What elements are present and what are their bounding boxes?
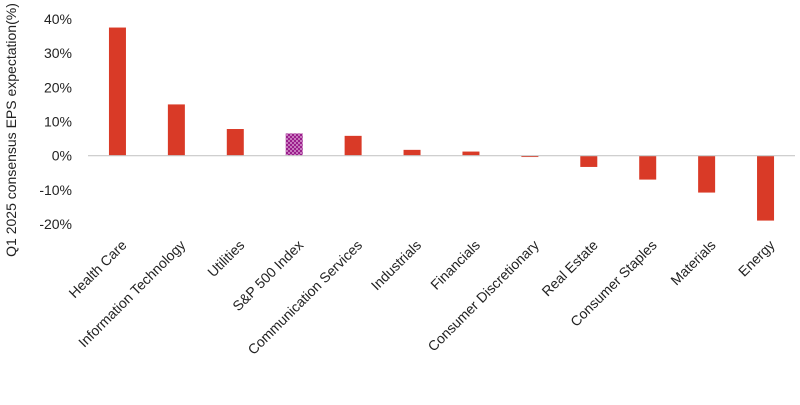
bar-industrials xyxy=(403,149,421,156)
x-category-label: Energy xyxy=(735,237,778,280)
x-category-label: Communication Services xyxy=(244,237,365,358)
y-tick-label: 20% xyxy=(44,79,72,95)
x-category-label: Utilities xyxy=(204,237,247,280)
bar-consumer-discretionary xyxy=(521,155,539,158)
bar-communication-services xyxy=(344,135,362,156)
bar-materials xyxy=(698,155,716,193)
x-category-label: Information Technology xyxy=(75,237,188,350)
x-category-label: Health Care xyxy=(65,237,129,301)
bar-utilities xyxy=(226,129,244,156)
x-category-label: Industrials xyxy=(368,237,424,293)
bar-energy xyxy=(757,155,775,221)
bar-financials xyxy=(462,151,480,156)
y-tick-label: 30% xyxy=(44,45,72,61)
y-tick-label: 0% xyxy=(52,148,72,164)
bar-consumer-staples xyxy=(639,155,657,180)
y-tick-label: 10% xyxy=(44,114,72,130)
bar-s-p-500-index xyxy=(285,133,303,156)
bar-information-technology xyxy=(167,104,185,156)
x-category-label: Real Estate xyxy=(538,237,601,300)
y-tick-label: -10% xyxy=(39,182,72,198)
bar-health-care xyxy=(108,27,126,156)
y-tick-label: -20% xyxy=(39,216,72,232)
y-axis-title: Q1 2025 consensus EPS expectation(%) xyxy=(3,3,19,257)
y-tick-label: 40% xyxy=(44,11,72,27)
x-category-label: Consumer Discretionary xyxy=(424,237,542,355)
x-category-label: Financials xyxy=(427,237,483,293)
x-category-label: Materials xyxy=(667,237,718,288)
bar-real-estate xyxy=(580,155,598,167)
